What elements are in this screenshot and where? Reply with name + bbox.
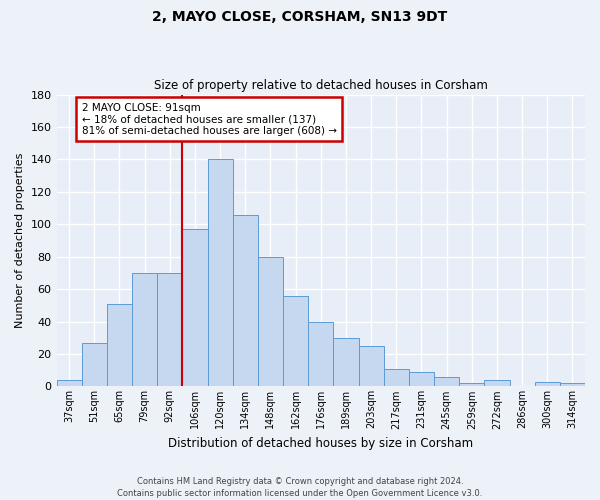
Bar — [208, 160, 233, 386]
Bar — [459, 383, 484, 386]
Bar — [233, 214, 258, 386]
Bar — [359, 346, 383, 387]
Bar — [434, 376, 459, 386]
Text: Contains HM Land Registry data © Crown copyright and database right 2024.
Contai: Contains HM Land Registry data © Crown c… — [118, 476, 482, 498]
Bar — [308, 322, 334, 386]
Title: Size of property relative to detached houses in Corsham: Size of property relative to detached ho… — [154, 79, 488, 92]
X-axis label: Distribution of detached houses by size in Corsham: Distribution of detached houses by size … — [168, 437, 473, 450]
Bar — [157, 273, 182, 386]
Bar — [258, 256, 283, 386]
Bar — [409, 372, 434, 386]
Bar — [56, 380, 82, 386]
Bar — [560, 383, 585, 386]
Bar — [484, 380, 509, 386]
Bar — [132, 273, 157, 386]
Bar — [107, 304, 132, 386]
Bar — [182, 229, 208, 386]
Bar — [535, 382, 560, 386]
Y-axis label: Number of detached properties: Number of detached properties — [15, 153, 25, 328]
Text: 2, MAYO CLOSE, CORSHAM, SN13 9DT: 2, MAYO CLOSE, CORSHAM, SN13 9DT — [152, 10, 448, 24]
Text: 2 MAYO CLOSE: 91sqm
← 18% of detached houses are smaller (137)
81% of semi-detac: 2 MAYO CLOSE: 91sqm ← 18% of detached ho… — [82, 102, 337, 136]
Bar — [334, 338, 359, 386]
Bar — [82, 342, 107, 386]
Bar — [383, 368, 409, 386]
Bar — [283, 296, 308, 386]
